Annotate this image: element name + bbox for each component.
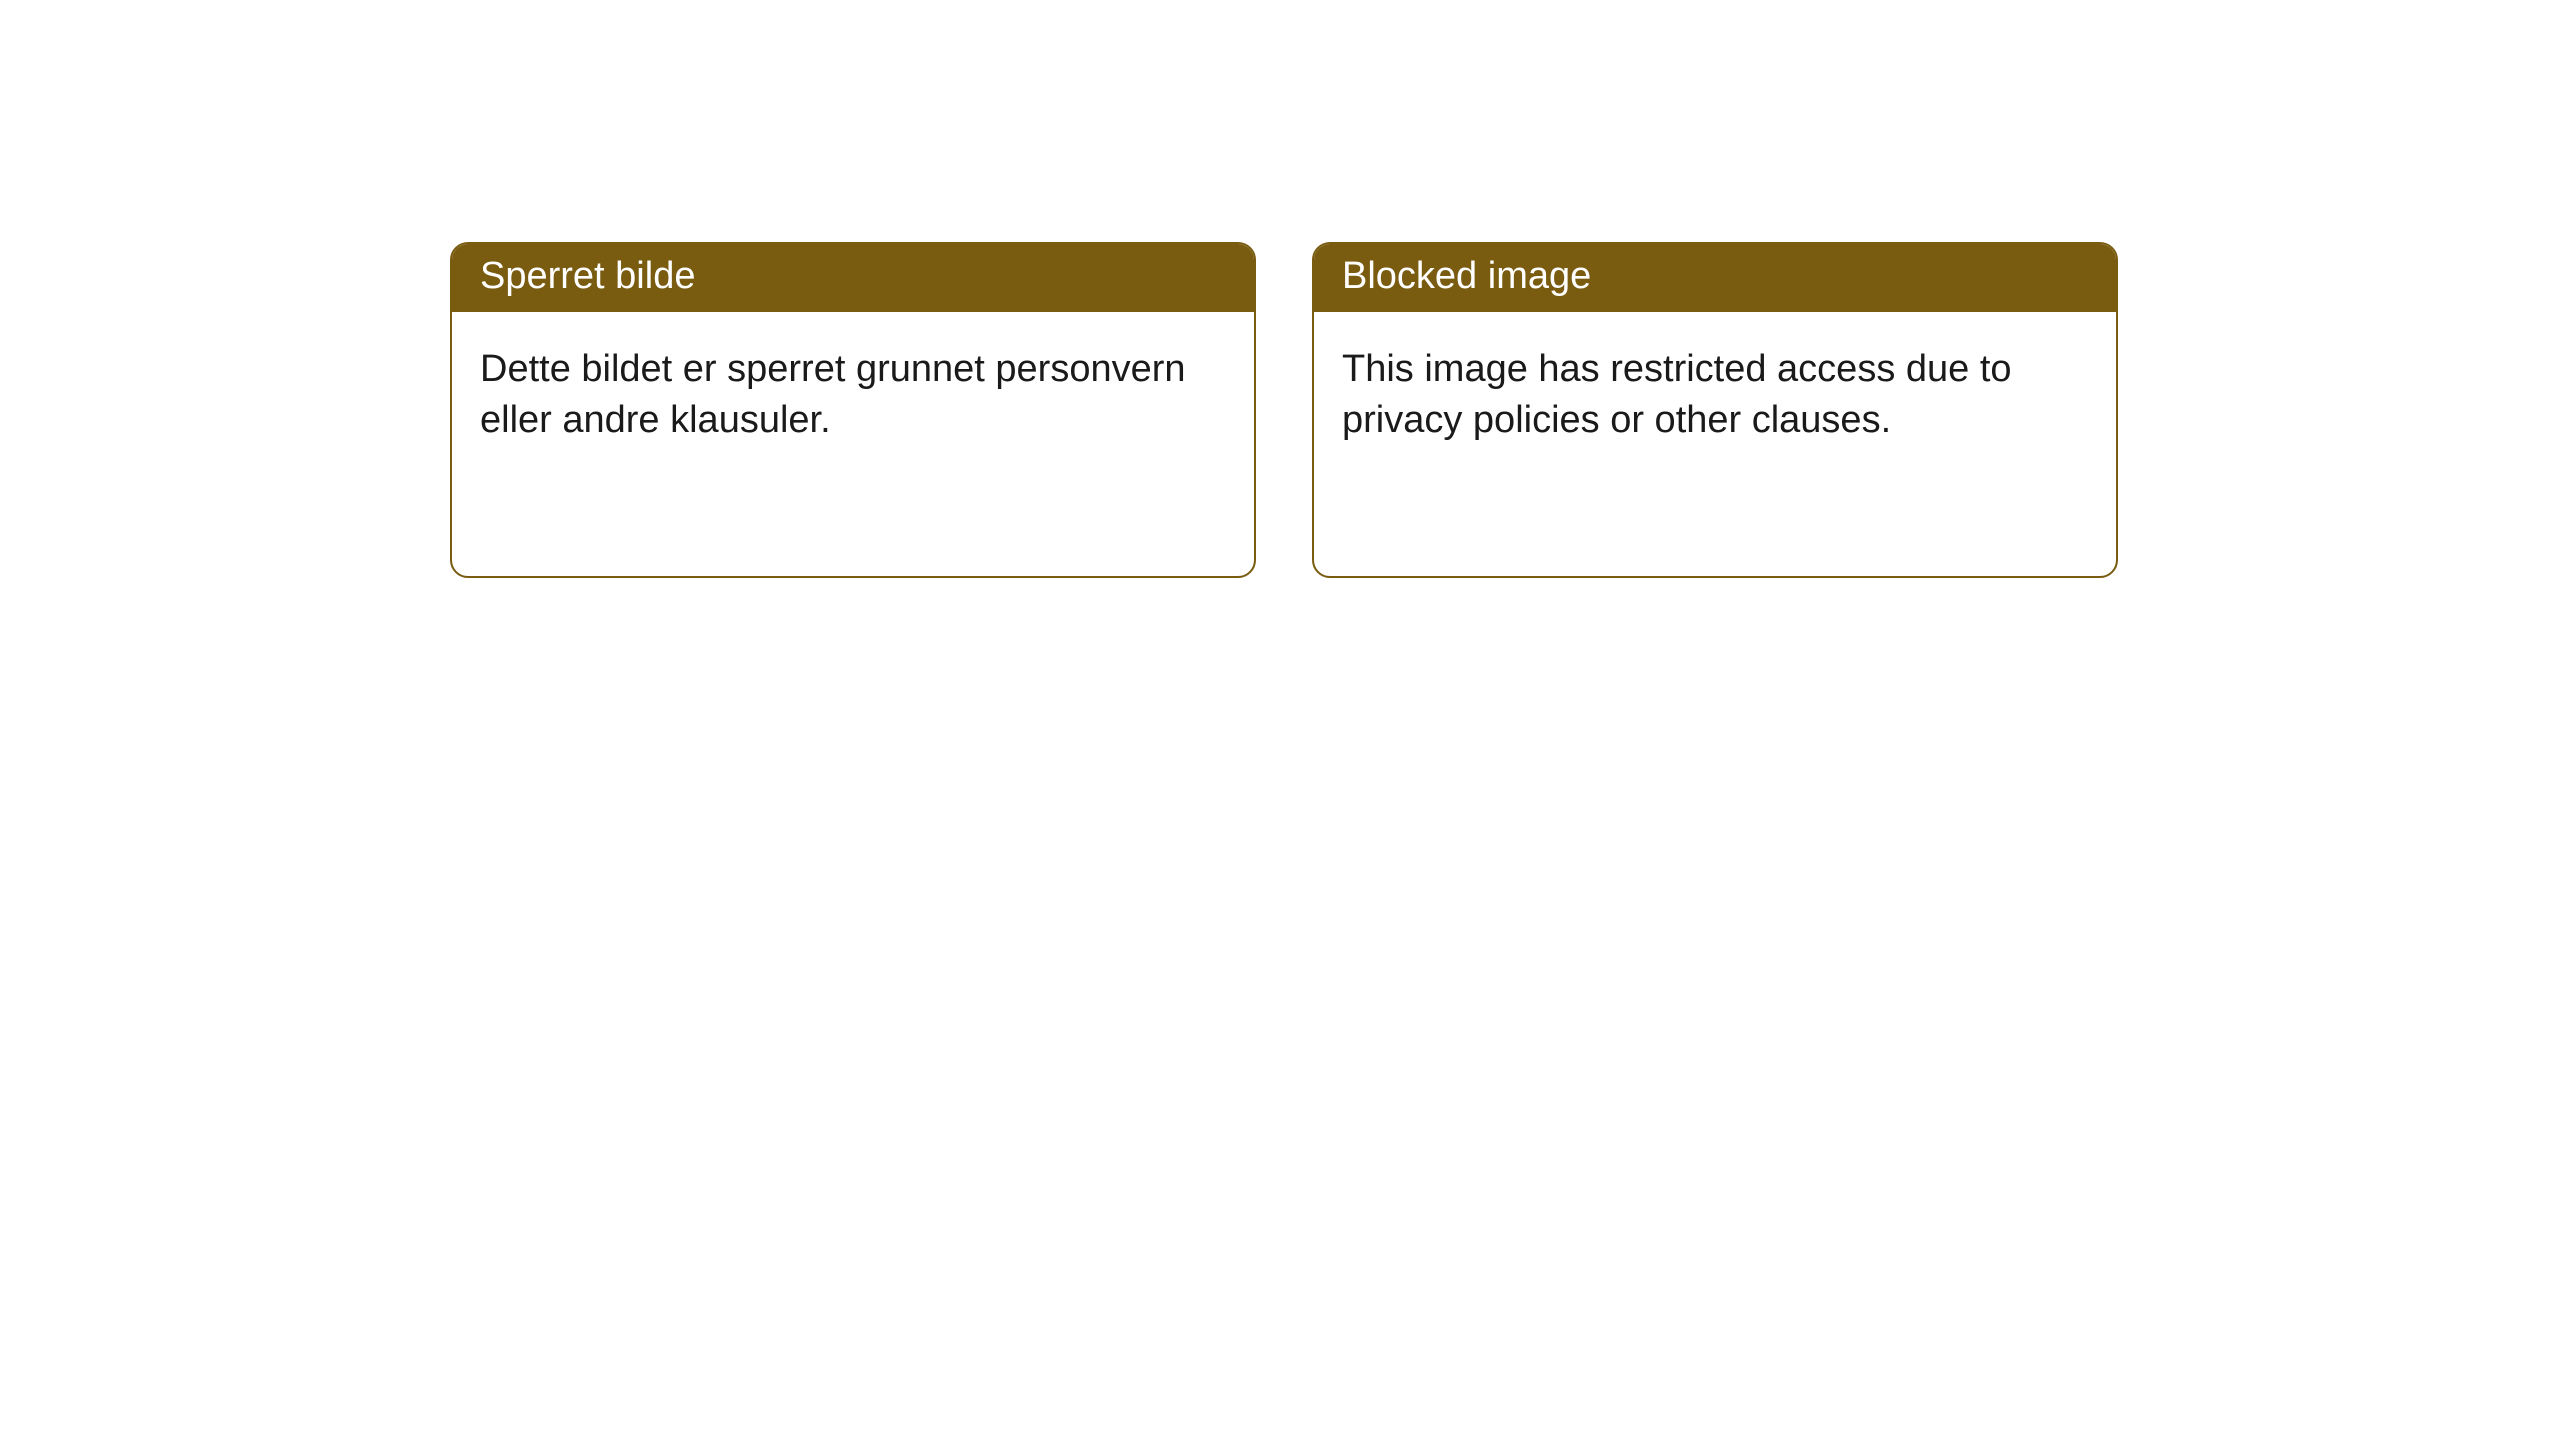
- notice-card-english: Blocked image This image has restricted …: [1312, 242, 2118, 578]
- notice-body-english: This image has restricted access due to …: [1314, 312, 2116, 479]
- notice-body-norwegian: Dette bildet er sperret grunnet personve…: [452, 312, 1254, 479]
- notice-card-norwegian: Sperret bilde Dette bildet er sperret gr…: [450, 242, 1256, 578]
- notice-container: Sperret bilde Dette bildet er sperret gr…: [0, 0, 2560, 578]
- notice-title-english: Blocked image: [1314, 244, 2116, 312]
- notice-title-norwegian: Sperret bilde: [452, 244, 1254, 312]
